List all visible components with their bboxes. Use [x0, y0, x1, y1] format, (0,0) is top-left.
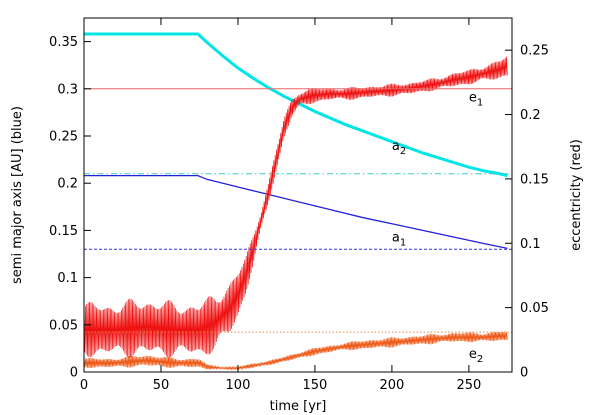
- y-axis-label-left: semi major axis [AU] (blue): [10, 106, 25, 284]
- x-tick-label: 0: [80, 378, 88, 393]
- annotation-sub: 1: [477, 98, 483, 109]
- y-right-tick-label: 0.2: [520, 108, 541, 123]
- ticks: 0 50 100 150 200 250 0 0.05 0.1 0.15 0.2 0.25 0.3 0.3…: [49, 18, 549, 393]
- y-left-tick-label: 0.25: [49, 130, 78, 145]
- annotation-e2: e2: [469, 347, 483, 365]
- reference-lines: [84, 88, 512, 333]
- x-tick-label: 250: [456, 378, 481, 393]
- annotation-base: e: [469, 347, 477, 362]
- annotation-a2: a2: [392, 139, 406, 157]
- annotation-base: e: [469, 91, 477, 106]
- annotation-sub: 2: [400, 146, 406, 157]
- plot-frame: [83, 17, 513, 373]
- annotation-base: a: [392, 231, 400, 246]
- x-tick-label: 100: [226, 378, 251, 393]
- y-right-tick-label: 0.25: [520, 44, 549, 59]
- x-axis-label: time [yr]: [270, 399, 327, 414]
- annotation-base: a: [392, 139, 400, 154]
- y-right-tick-label: 0.05: [520, 301, 549, 316]
- series-a2: [84, 32, 508, 178]
- series-a1: [84, 175, 508, 249]
- y-right-tick-label: 0: [520, 366, 528, 381]
- y-left-tick-label: 0.35: [49, 35, 78, 50]
- annotation-e1: e1: [469, 91, 483, 109]
- annotation-sub: 2: [477, 354, 483, 365]
- x-tick-label: 200: [379, 378, 404, 393]
- y-left-tick-label: 0.15: [49, 224, 78, 239]
- series-e2: [83, 331, 508, 371]
- y-left-tick-label: 0: [70, 366, 78, 381]
- annotation-a1: a1: [392, 231, 406, 249]
- y-left-tick-label: 0.3: [57, 82, 78, 97]
- y-left-tick-label: 0.2: [57, 177, 78, 192]
- y-left-tick-label: 0.1: [57, 271, 78, 286]
- x-tick-label: 50: [153, 378, 170, 393]
- y-axis-label-right: eccentricity (red): [569, 139, 584, 251]
- y-left-tick-label: 0.05: [49, 318, 78, 333]
- series-layer: [83, 32, 508, 371]
- annotation-sub: 1: [400, 238, 406, 249]
- y-right-tick-label: 0.1: [520, 237, 541, 252]
- x-tick-label: 150: [303, 378, 328, 393]
- y-right-tick-label: 0.15: [520, 172, 549, 187]
- series-e1: [83, 56, 508, 358]
